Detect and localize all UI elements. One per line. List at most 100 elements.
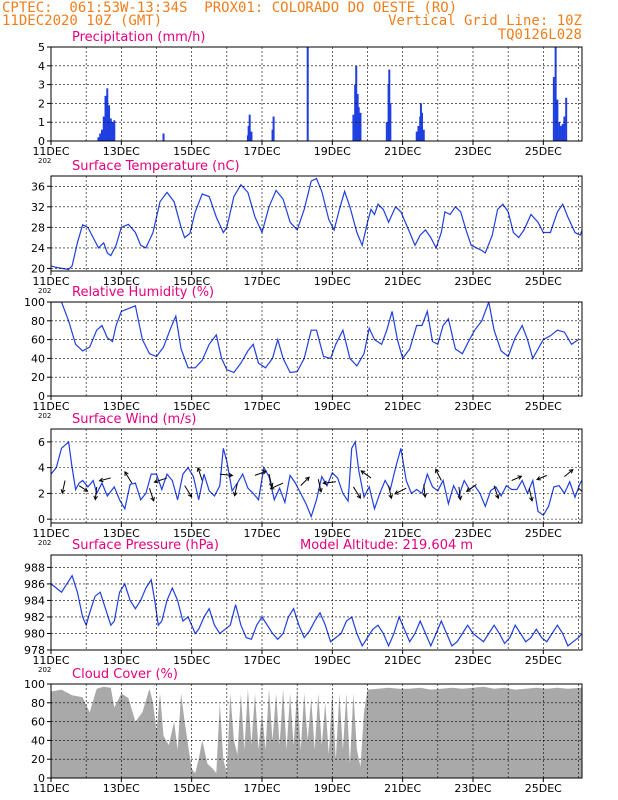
x-tick-label: 19DEC [314, 782, 351, 795]
precip-bar [389, 103, 392, 141]
x-tick-label: 13DEC [103, 145, 140, 158]
header-line1: CPTEC: 061:53W-13:34S PROX01: COLORADO D… [2, 0, 458, 16]
wind-arrow [124, 470, 133, 484]
y-tick-label: 28 [31, 221, 45, 234]
panel-title-rh: Relative Humidity (%) [72, 285, 214, 300]
precip-bar [102, 116, 105, 141]
rh-series-line [51, 302, 579, 374]
wind-arrow [269, 482, 284, 490]
precip-bar [271, 129, 274, 141]
y-tick-label: 988 [24, 561, 45, 574]
y-tick-label: 4 [38, 462, 45, 475]
precip-bar [99, 133, 102, 141]
precip-bar [552, 77, 555, 141]
x-axis-year-label: 202 [38, 157, 51, 165]
precip-bar [385, 122, 388, 141]
x-tick-label: 21DEC [384, 654, 421, 667]
y-tick-label: 978 [24, 644, 45, 657]
wind-arrow [528, 488, 534, 502]
precip-bar [417, 125, 420, 141]
precip-bar [247, 125, 250, 141]
y-tick-label: 3 [38, 79, 45, 92]
x-tick-label: 13DEC [103, 654, 140, 667]
x-tick-label: 19DEC [314, 400, 351, 413]
precip-bar [111, 122, 114, 141]
x-tick-label: 15DEC [173, 145, 210, 158]
plot-area-rh [51, 302, 579, 374]
x-tick-label: 17DEC [243, 654, 280, 667]
pres-series-line [51, 574, 582, 648]
y-tick-label: 100 [24, 296, 45, 309]
precip-bar [422, 129, 425, 141]
x-tick-label: 11DEC [32, 275, 69, 288]
panel-frame [50, 554, 583, 651]
cloud-cover-area [51, 686, 582, 778]
y-tick-label: 0 [38, 772, 45, 785]
precip-bar [565, 97, 568, 141]
panel-title-pres: Surface Pressure (hPa) [72, 538, 219, 553]
plot-area-cloud [51, 686, 582, 778]
precip-bar [558, 122, 561, 141]
wind-arrow [352, 486, 361, 500]
x-tick-label: 17DEC [243, 400, 280, 413]
y-tick-label: 0 [38, 135, 45, 148]
x-tick-label: 11DEC [32, 654, 69, 667]
wind-arrow [422, 484, 428, 499]
precip-bar [104, 95, 107, 141]
y-tick-label: 36 [31, 180, 45, 193]
precip-bar [556, 99, 559, 141]
y-tick-label: 80 [31, 315, 45, 328]
x-tick-label: 21DEC [384, 145, 421, 158]
y-tick-label: 100 [24, 678, 45, 691]
wind-series-line [51, 439, 582, 519]
precip-bar [248, 114, 251, 141]
y-tick-label: 6 [38, 436, 45, 449]
wind-arrow [148, 488, 155, 502]
panel-frame [50, 428, 583, 524]
x-tick-label: 21DEC [384, 782, 421, 795]
x-tick-label: 21DEC [384, 527, 421, 540]
panel-wind: Surface Wind (m/s) 0 2 4 6 11DEC 13DEC 15DEC 17D… [32, 412, 583, 547]
panel-title-temp: Surface Temperature (nC) [72, 159, 240, 174]
y-tick-label: 986 [24, 578, 45, 591]
x-tick-label: 25DEC [525, 782, 562, 795]
y-tick-label: 40 [31, 352, 45, 365]
precip-bar [100, 129, 103, 141]
y-tick-label: 32 [31, 201, 45, 214]
panel-temp: Surface Temperature (nC) 20 24 28 32 36 11DEC 1… [31, 159, 583, 295]
y-tick-label: 982 [24, 611, 45, 624]
y-tick-label: 984 [24, 594, 45, 607]
y-tick-label: 5 [38, 41, 45, 54]
wind-arrow [196, 466, 203, 481]
wind-arrow [435, 468, 442, 481]
x-tick-label: 13DEC [103, 275, 140, 288]
precip-bar [554, 47, 557, 141]
x-tick-label: 13DEC [103, 400, 140, 413]
panel-title-wind: Surface Wind (m/s) [72, 412, 196, 427]
wind-arrow [254, 470, 268, 476]
wind-arrow [322, 480, 336, 486]
x-axis-year-label: 202 [38, 666, 51, 674]
precip-bar [388, 69, 391, 141]
x-tick-label: 11DEC [32, 782, 69, 795]
x-tick-label: 15DEC [173, 400, 210, 413]
panel-frame [50, 46, 583, 142]
x-tick-label: 23DEC [454, 400, 491, 413]
x-tick-label: 23DEC [454, 654, 491, 667]
x-axis-year-label: 202 [38, 539, 51, 547]
y-tick-label: 2 [38, 487, 45, 500]
wind-arrow [394, 487, 407, 495]
x-tick-label: 15DEC [173, 654, 210, 667]
header-line2-left: 11DEC2020 10Z (GMT) [2, 13, 163, 29]
precip-bar [162, 133, 165, 141]
panel-title-precip: Precipitation (mm/h) [72, 30, 205, 45]
plot-area-pres [51, 574, 582, 648]
y-tick-label: 20 [31, 262, 45, 275]
x-tick-label: 17DEC [243, 782, 280, 795]
wind-arrow [564, 468, 574, 478]
wind-arrow [98, 477, 111, 483]
wind-arrow [465, 483, 477, 492]
precip-bar [354, 84, 357, 141]
wind-arrow [536, 474, 548, 481]
